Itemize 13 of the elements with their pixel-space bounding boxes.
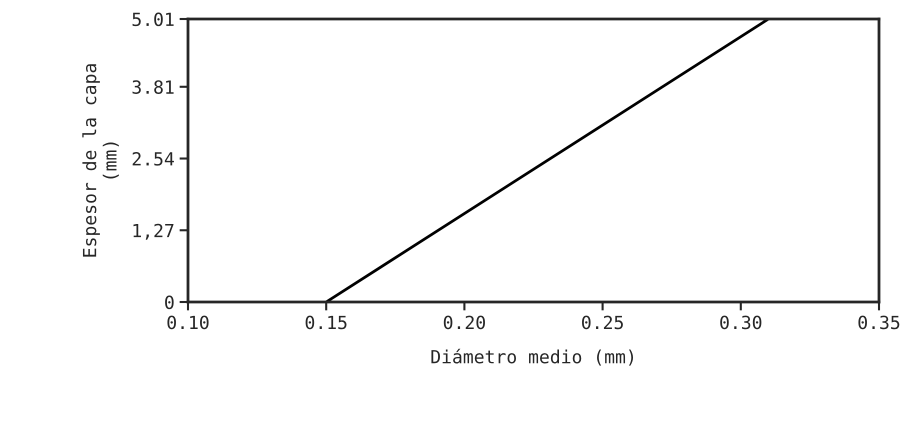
x-tick-label: 0.15 [306,316,346,330]
x-tick-label: 0.10 [167,316,209,330]
x-tick-label: 0.20 [444,316,485,330]
y-tick-label: 3.81 [132,80,174,94]
y-tick-label: 0 [165,296,174,310]
y-axis-title: Espesor de la capa (mm) [82,64,119,257]
x-axis-title: Diámetro medio (mm) [431,348,634,366]
x-tick-label: 0.25 [582,316,623,330]
y-tick-label: 1,27 [133,224,174,240]
y-tick-label: 5.01 [132,12,174,26]
y-tick-label: 2.54 [132,152,174,166]
x-tick-label: 0.35 [858,316,900,330]
x-tick-label: 0.30 [720,316,762,330]
